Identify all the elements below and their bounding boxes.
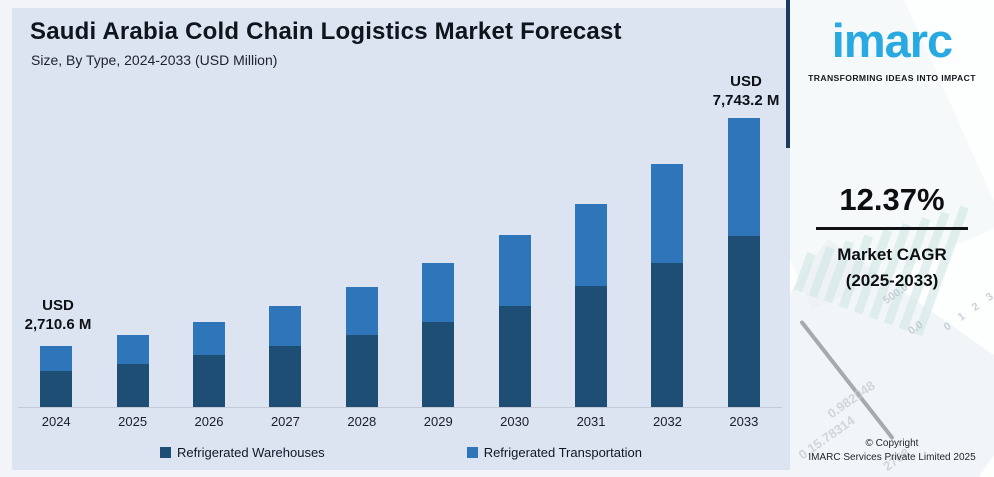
segment-refrigerated-transportation: [269, 306, 302, 346]
sidebar: 500.0 0.0 0 1 2 3 4 0.982048 0.15.78314 …: [790, 0, 994, 477]
segment-refrigerated-transportation: [40, 346, 73, 371]
x-axis-label-2027: 2027: [270, 414, 300, 429]
warehouses-swatch-icon: [160, 447, 172, 458]
x-axis-label-2028: 2028: [347, 414, 377, 429]
copyright-line1: © Copyright: [865, 438, 919, 449]
x-axis-label-2030: 2030: [500, 414, 530, 429]
segment-refrigerated-transportation: [727, 118, 760, 236]
stacked-bar-2025: [116, 335, 149, 407]
segment-refrigerated-transportation: [575, 204, 608, 286]
x-axis-label-2031: 2031: [576, 414, 606, 429]
data-label-2033-currency: USD: [730, 73, 762, 90]
segment-refrigerated-warehouses: [116, 364, 149, 407]
stacked-bar-2024: [40, 346, 73, 407]
x-axis-labels: 2024 2025 2026 2027 2028 2029 2030 2031 2032 2033: [18, 414, 782, 429]
segment-refrigerated-transportation: [193, 322, 226, 355]
legend-label-warehouses: Refrigerated Warehouses: [177, 445, 325, 460]
segment-refrigerated-transportation: [422, 263, 455, 322]
segment-refrigerated-warehouses: [651, 263, 684, 407]
x-axis-label-2024: 2024: [41, 414, 71, 429]
x-axis-label-2026: 2026: [194, 414, 224, 429]
bar-column-2028: [324, 287, 400, 407]
data-label-2024: USD 2,710.6 M: [12, 296, 104, 334]
segment-refrigerated-transportation: [345, 287, 378, 335]
bar-column-2032: [629, 164, 705, 407]
segment-refrigerated-warehouses: [575, 286, 608, 407]
bar-column-2033: [706, 118, 782, 407]
segment-refrigerated-transportation: [498, 235, 531, 306]
copyright: © Copyright IMARC Services Private Limit…: [790, 437, 994, 465]
bar-column-2027: [247, 306, 323, 407]
stacked-bar-2033: [727, 118, 760, 407]
x-axis-label-2033: 2033: [729, 414, 759, 429]
x-axis-label-2025: 2025: [118, 414, 148, 429]
bar-column-2031: [553, 204, 629, 407]
cagr-label-line1: Market CAGR: [837, 245, 947, 264]
segment-refrigerated-warehouses: [422, 322, 455, 407]
cagr-block: 12.37% Market CAGR (2025-2033): [790, 182, 994, 294]
segment-refrigerated-warehouses: [727, 236, 760, 407]
segment-refrigerated-warehouses: [345, 335, 378, 407]
copyright-line2: IMARC Services Private Limited 2025: [808, 452, 976, 463]
stacked-bar-2026: [193, 322, 226, 407]
data-label-2024-value: 2,710.6 M: [24, 316, 92, 333]
imarc-logo: imarc TRANSFORMING IDEAS INTO IMPACT: [790, 10, 994, 83]
data-label-2033: USD 7,743.2 M: [694, 72, 798, 110]
cagr-label-line2: (2025-2033): [845, 271, 939, 290]
page-subtitle: Size, By Type, 2024-2033 (USD Million): [31, 52, 278, 68]
cagr-value: 12.37%: [839, 182, 945, 217]
stacked-bar-2031: [575, 204, 608, 407]
segment-refrigerated-transportation: [651, 164, 684, 263]
bar-column-2030: [476, 235, 552, 407]
legend-label-transportation: Refrigerated Transportation: [483, 445, 642, 460]
bar-column-2029: [400, 263, 476, 407]
stacked-bar-plot: [18, 107, 782, 408]
stacked-bar-2027: [269, 306, 302, 407]
logo-tagline: TRANSFORMING IDEAS INTO IMPACT: [808, 73, 976, 83]
segment-refrigerated-warehouses: [193, 355, 226, 407]
stacked-bar-2032: [651, 164, 684, 407]
bar-column-2026: [171, 322, 247, 407]
page-title: Saudi Arabia Cold Chain Logistics Market…: [30, 18, 622, 45]
bar-column-2025: [94, 335, 170, 407]
chart-panel: Saudi Arabia Cold Chain Logistics Market…: [12, 8, 790, 470]
stacked-bar-2028: [345, 287, 378, 407]
imarc-logo-text: imarc: [831, 14, 953, 67]
segment-refrigerated-warehouses: [40, 371, 73, 407]
x-axis-label-2029: 2029: [423, 414, 453, 429]
panel-edge-accent: [786, 0, 790, 148]
data-label-2024-currency: USD: [42, 297, 74, 314]
transportation-swatch-icon: [466, 447, 478, 458]
bar-column-2024: [18, 346, 94, 407]
data-label-2033-value: 7,743.2 M: [712, 92, 780, 109]
x-axis-label-2032: 2032: [652, 414, 682, 429]
segment-refrigerated-transportation: [116, 335, 149, 364]
sidebar-content: imarc TRANSFORMING IDEAS INTO IMPACT 12.…: [790, 0, 994, 477]
segment-refrigerated-warehouses: [269, 346, 302, 407]
segment-refrigerated-warehouses: [498, 306, 531, 407]
legend-item-transportation: Refrigerated Transportation: [466, 445, 642, 460]
cagr-divider: [816, 227, 968, 230]
stacked-bar-2029: [422, 263, 455, 407]
legend-item-warehouses: Refrigerated Warehouses: [160, 445, 325, 460]
stacked-bar-2030: [498, 235, 531, 407]
legend: Refrigerated Warehouses Refrigerated Tra…: [12, 445, 790, 460]
